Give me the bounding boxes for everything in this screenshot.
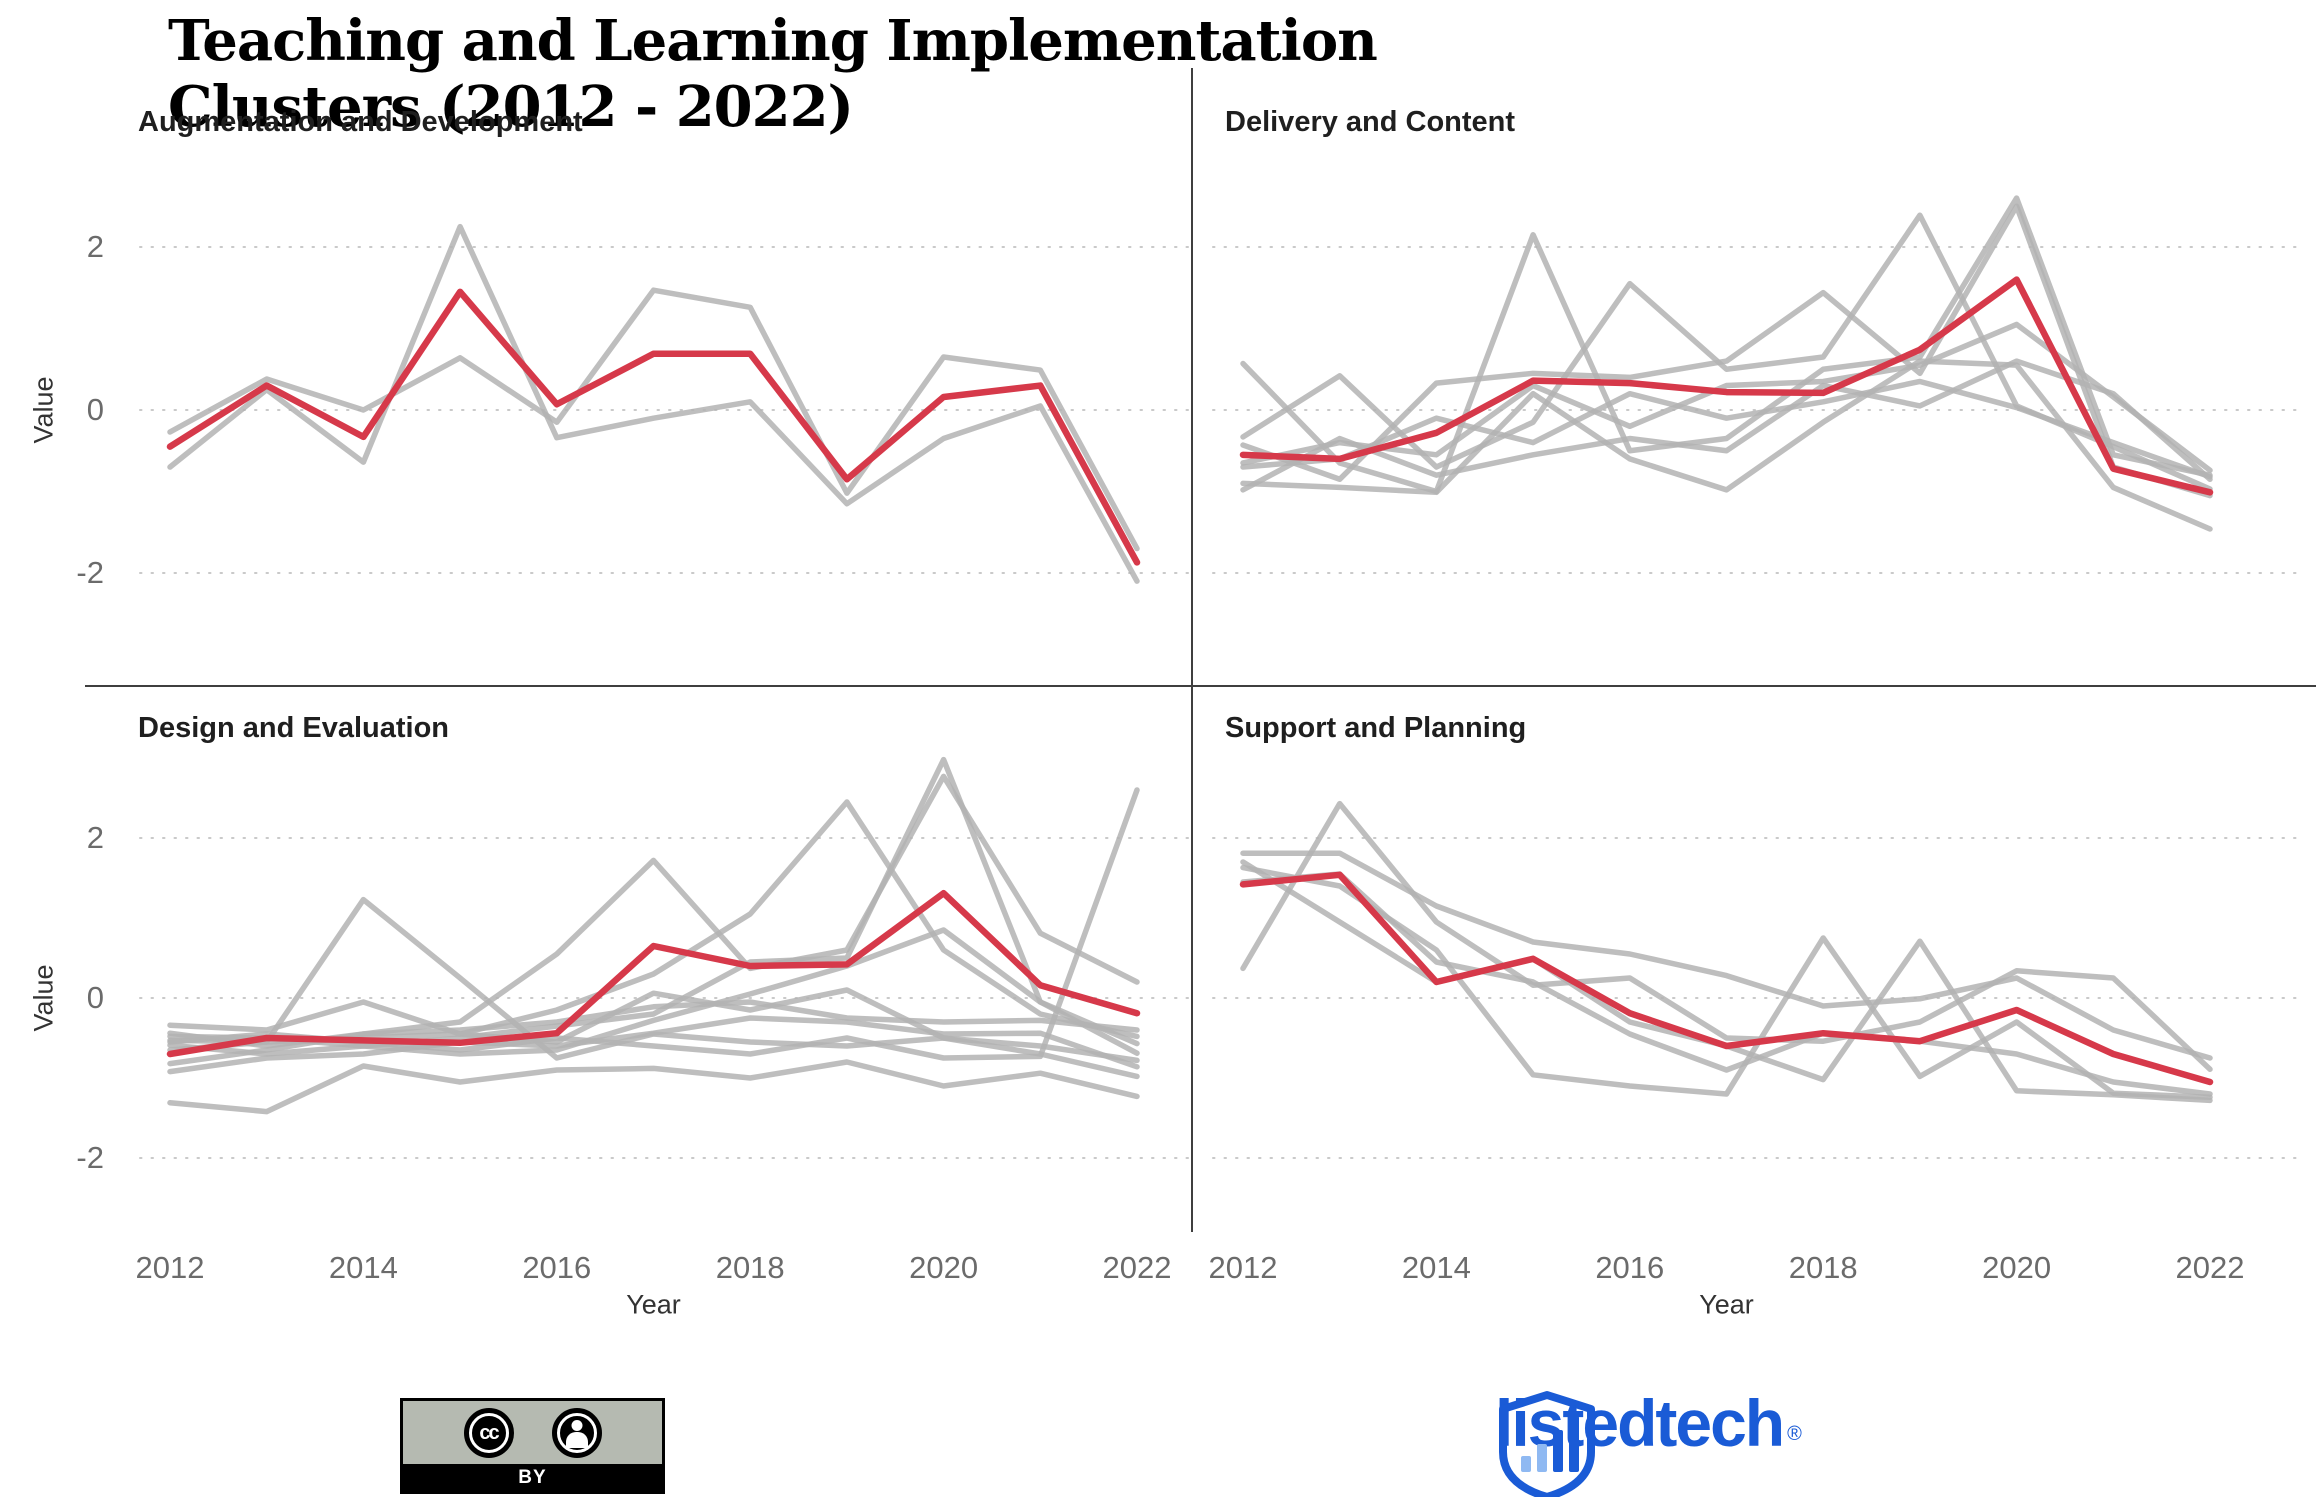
series-line-design-and-evaluation-member-9 bbox=[167, 927, 1140, 1057]
y-tick-label-row2-0: 0 bbox=[86, 980, 104, 1015]
series-line-delivery-and-content-mean bbox=[1239, 276, 2214, 496]
shield-bar-2 bbox=[1537, 1444, 1547, 1472]
person-head bbox=[571, 1420, 582, 1431]
series-line-delivery-and-content-member-1 bbox=[1240, 195, 2213, 495]
x-tick-label-col1-2022: 2022 bbox=[1102, 1250, 1172, 1285]
series-line-design-and-evaluation-member-4 bbox=[167, 756, 1140, 1057]
series-line-support-and-planning-member-1 bbox=[1240, 800, 2213, 1072]
series-line-delivery-and-content-member-6 bbox=[1240, 358, 2213, 532]
series-line-support-and-planning-member-2 bbox=[1240, 850, 2213, 1061]
cc-ring bbox=[468, 1413, 509, 1453]
x-tick-label-col1-2020: 2020 bbox=[909, 1250, 979, 1285]
series-line-support-and-planning-member-5 bbox=[1240, 871, 2213, 1097]
series-line-design-and-evaluation-mean bbox=[166, 889, 1141, 1058]
shield-bar-4 bbox=[1569, 1416, 1579, 1472]
y-tick-label-row2-2: 2 bbox=[86, 820, 104, 855]
panel-title-support-and-planning: Support and Planning bbox=[1225, 712, 1527, 744]
creative-commons-icon: cc bbox=[463, 1408, 514, 1458]
series-line-support-and-planning-member-4 bbox=[1240, 859, 2213, 1104]
y-axis-name-row2: Value bbox=[28, 964, 59, 1032]
gridlines-group bbox=[139, 246, 2304, 1159]
series-line-augmentation-and-development-member-1 bbox=[167, 287, 1140, 552]
x-tick-label-col1-2018: 2018 bbox=[715, 1250, 785, 1285]
x-tick-label-col2-2014: 2014 bbox=[1401, 1250, 1471, 1285]
series-line-support-and-planning-member-3 bbox=[1240, 864, 2213, 1100]
listedtech-logo: listedtech ® bbox=[1495, 1390, 1802, 1497]
series-line-design-and-evaluation-member-7 bbox=[167, 1015, 1140, 1075]
series-line-delivery-and-content-member-5 bbox=[1240, 378, 2213, 480]
y-tick-label-row1-2: 2 bbox=[86, 229, 104, 264]
panel-title-delivery-and-content: Delivery and Content bbox=[1225, 106, 1516, 138]
x-tick-label-col2-2020: 2020 bbox=[1982, 1250, 2052, 1285]
x-tick-label-col1-2014: 2014 bbox=[328, 1250, 398, 1285]
attribution-ring bbox=[556, 1413, 597, 1453]
x-tick-label-col1-2016: 2016 bbox=[522, 1250, 592, 1285]
shield-bar-1 bbox=[1521, 1456, 1531, 1472]
cc-initials: cc bbox=[479, 1421, 499, 1444]
x-tick-label-col2-2012: 2012 bbox=[1208, 1250, 1278, 1285]
y-axis-name-row1: Value bbox=[28, 376, 59, 444]
cc-badge-icons: cc bbox=[403, 1401, 662, 1465]
series-lines-group bbox=[166, 195, 2214, 1115]
series-line-augmentation-and-development-mean bbox=[166, 288, 1141, 566]
panel-title-augmentation-and-development: Augmentation and Development bbox=[138, 106, 583, 138]
x-tick-label-col2-2016: 2016 bbox=[1595, 1250, 1665, 1285]
registered-mark: ® bbox=[1787, 1423, 1802, 1445]
x-axis-name-col1: Year bbox=[626, 1289, 681, 1320]
series-line-design-and-evaluation-member-3 bbox=[167, 799, 1140, 1040]
y-tick-label-row1--2: -2 bbox=[76, 555, 104, 590]
series-line-support-and-planning-mean bbox=[1239, 871, 2214, 1086]
series-line-design-and-evaluation-member-6 bbox=[167, 1059, 1140, 1115]
x-tick-label-col2-2022: 2022 bbox=[2175, 1250, 2245, 1285]
shield-bars-icon bbox=[1499, 1391, 1595, 1497]
attribution-person-icon bbox=[551, 1408, 602, 1458]
series-line-delivery-and-content-member-7 bbox=[1240, 358, 2213, 493]
x-axis-name-col2: Year bbox=[1699, 1289, 1754, 1320]
y-tick-label-row1-0: 0 bbox=[86, 392, 104, 427]
panel-title-design-and-evaluation: Design and Evaluation bbox=[138, 712, 449, 744]
series-line-augmentation-and-development-member-2 bbox=[167, 223, 1140, 584]
figure-title: Teaching and Learning Implementation Clu… bbox=[168, 8, 1378, 140]
shield-bar-3 bbox=[1553, 1430, 1563, 1472]
x-tick-label-col2-2018: 2018 bbox=[1788, 1250, 1858, 1285]
series-line-delivery-and-content-member-3 bbox=[1240, 203, 2213, 499]
cc-by-license-badge: cc BY bbox=[400, 1398, 665, 1494]
cc-license-type: BY bbox=[403, 1464, 662, 1491]
x-tick-label-col1-2012: 2012 bbox=[135, 1250, 205, 1285]
y-tick-label-row2--2: -2 bbox=[76, 1140, 104, 1175]
person-body bbox=[565, 1432, 588, 1448]
